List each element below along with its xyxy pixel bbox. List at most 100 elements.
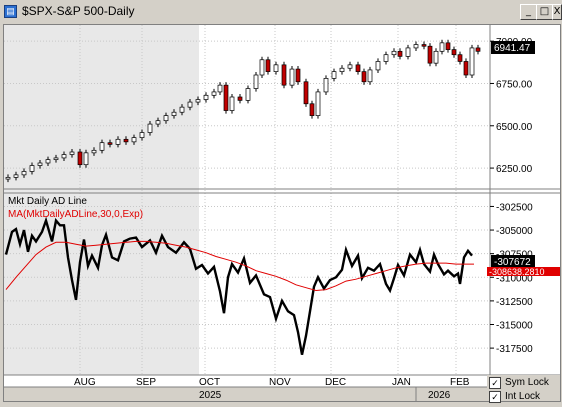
candle-body — [451, 49, 457, 56]
candle-body — [347, 64, 353, 69]
candle-body — [217, 84, 223, 93]
ma-last-value: -308638.2810 — [489, 267, 545, 277]
candle-body — [179, 106, 185, 113]
ad-last-value: -307672 — [494, 257, 531, 268]
candle-body — [5, 177, 11, 180]
candle-body — [367, 69, 373, 83]
candle-body — [391, 50, 397, 56]
candle-body — [245, 88, 251, 101]
ad-line-series — [4, 216, 473, 355]
candle-body — [195, 99, 201, 103]
price-last-value-box — [491, 41, 535, 54]
candle-body — [259, 59, 265, 76]
candle-body — [397, 50, 403, 57]
candle-body — [107, 142, 113, 145]
month-label: OCT — [199, 377, 220, 388]
candle-body — [229, 96, 235, 111]
candle-body — [61, 154, 67, 159]
ad-tick-label: -305000 — [496, 226, 533, 237]
candle-body — [421, 44, 427, 47]
window-title: $SPX-S&P 500-Daily — [22, 4, 135, 18]
candle-body — [289, 68, 295, 86]
candle-body — [131, 137, 137, 143]
candle-body — [355, 64, 361, 72]
ad-tick-label: -312500 — [496, 297, 533, 308]
month-label: DEC — [325, 377, 346, 388]
int-lock-checkbox[interactable]: ✓ — [489, 391, 501, 403]
month-label: JAN — [392, 377, 411, 388]
candle-body — [83, 152, 89, 166]
maximize-button[interactable]: □ — [536, 4, 553, 20]
chart-app-icon: ▤ — [4, 5, 17, 18]
candle-body — [155, 120, 161, 125]
month-label: NOV — [269, 377, 291, 388]
price-tick-label: 6750.00 — [496, 79, 533, 90]
window-titlebar: ▤ $SPX-S&P 500-Daily _ □ X — [0, 0, 562, 24]
year-label-2026: 2026 — [428, 390, 451, 401]
candle-body — [21, 171, 27, 176]
candle-body — [339, 67, 345, 72]
candle-body — [45, 159, 51, 164]
ad-panel-title: Mkt Daily AD Line — [8, 196, 87, 207]
candle-body — [281, 64, 287, 86]
month-label: AUG — [74, 377, 96, 388]
price-tick-label: 6250.00 — [496, 164, 533, 175]
month-label: SEP — [136, 377, 156, 388]
ad-axis: -302500-305000-307500-310000-312500-3150… — [490, 202, 533, 355]
candle-body — [99, 142, 105, 151]
int-lock-label: Int Lock — [505, 391, 541, 402]
candle-body — [331, 71, 337, 79]
candle-body — [445, 42, 451, 50]
sym-lock-label: Sym Lock — [505, 377, 549, 388]
candle-body — [69, 151, 75, 155]
candle-body — [439, 42, 445, 52]
candle-body — [475, 47, 481, 52]
ma-line-series — [5, 240, 474, 292]
candle-body — [427, 45, 433, 64]
candle-body — [123, 138, 129, 143]
candle-body — [457, 54, 463, 62]
candle-body — [253, 74, 259, 89]
price-candles — [5, 39, 481, 183]
month-label: FEB — [450, 377, 470, 388]
price-last-value: 6941.47 — [494, 43, 531, 54]
close-button[interactable]: X — [552, 4, 562, 20]
candle-body — [265, 59, 271, 72]
candle-body — [433, 50, 439, 64]
candle-body — [309, 103, 315, 116]
candle-body — [295, 68, 301, 83]
ad-last-value-box — [491, 255, 535, 267]
candle-body — [323, 78, 329, 93]
candle-body — [405, 47, 411, 57]
candle-body — [375, 61, 381, 71]
sym-lock-checkbox[interactable]: ✓ — [489, 377, 501, 389]
ad-tick-label: -317500 — [496, 344, 533, 355]
candle-body — [53, 157, 59, 160]
candle-body — [147, 123, 153, 133]
price-tick-label: 6500.00 — [496, 122, 533, 133]
candle-body — [303, 81, 309, 105]
candle-body — [361, 71, 367, 83]
candle-body — [273, 64, 279, 72]
candle-body — [187, 101, 193, 108]
month-axis: AUG SEP OCT NOV DEC JAN FEB — [74, 377, 470, 388]
candle-body — [77, 151, 83, 166]
candle-body — [203, 94, 209, 100]
year-label-2025: 2025 — [199, 390, 222, 401]
candle-body — [37, 162, 43, 166]
ad-tick-label: -315000 — [496, 321, 533, 332]
candle-body — [237, 96, 243, 101]
candle-body — [163, 115, 169, 122]
candle-body — [29, 165, 35, 172]
candle-body — [115, 138, 121, 145]
minimize-button[interactable]: _ — [520, 4, 537, 20]
ma-last-value-box — [487, 267, 560, 276]
ad-tick-label: -310000 — [496, 273, 533, 284]
candle-body — [171, 111, 177, 116]
ma-panel-label: MA(MktDailyADLine,30,0,Exp) — [8, 209, 143, 220]
candle-body — [315, 91, 321, 116]
candle-body — [469, 47, 475, 76]
